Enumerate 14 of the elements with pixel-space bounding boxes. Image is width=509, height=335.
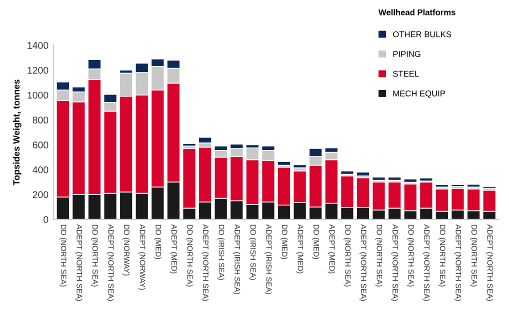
y-tick-label: 400 — [32, 166, 48, 174]
y-tick-label: 0 — [44, 216, 48, 224]
legend-label: OTHER BULKS — [393, 31, 452, 38]
y-tick-label: 1400 — [28, 42, 48, 49]
y-tick-label: 1200 — [28, 66, 48, 74]
y-tick-label: 1000 — [28, 92, 48, 99]
y-tick-label: 600 — [32, 142, 48, 148]
legend-title: Wellhead Platforms — [378, 9, 456, 16]
legend-label: PIPING — [393, 51, 420, 57]
y-axis-title: Topsides Weight, tonnes — [12, 80, 22, 186]
y-tick-label: 800 — [32, 116, 48, 124]
y-tick-label: 200 — [32, 191, 48, 198]
legend-label: STEEL — [393, 70, 419, 77]
legend-label: MECH EQUIP — [393, 90, 446, 98]
